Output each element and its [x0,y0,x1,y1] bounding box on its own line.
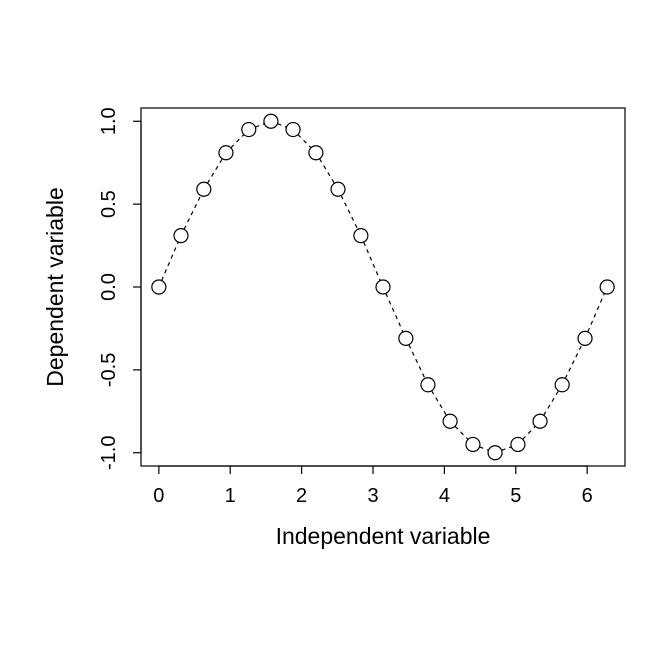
y-tick-label: 1.0 [98,107,120,135]
x-tick-label: 2 [296,485,307,507]
y-tick-label: -1.0 [98,436,120,470]
x-axis-label: Independent variable [276,523,491,549]
x-tick-label: 1 [225,485,236,507]
x-tick-label: 6 [582,485,593,507]
y-tick-label: -0.5 [98,353,120,387]
x-tick-label: 4 [439,485,450,507]
y-tick-label: 0.0 [98,273,120,301]
scatter-chart: 0 1 2 3 4 5 6 -1.0 -0.5 0.0 0.5 1.0 Independent vari… [0,0,672,672]
x-tick-label: 3 [367,485,378,507]
y-axis-label: Dependent variable [42,187,68,386]
y-tick-label: 0.5 [98,190,120,218]
x-tick-label: 0 [153,485,164,507]
chart-bg [0,0,672,672]
chart-container: 0 1 2 3 4 5 6 -1.0 -0.5 0.0 0.5 1.0 Independent vari… [0,0,672,672]
x-tick-label: 5 [510,485,521,507]
